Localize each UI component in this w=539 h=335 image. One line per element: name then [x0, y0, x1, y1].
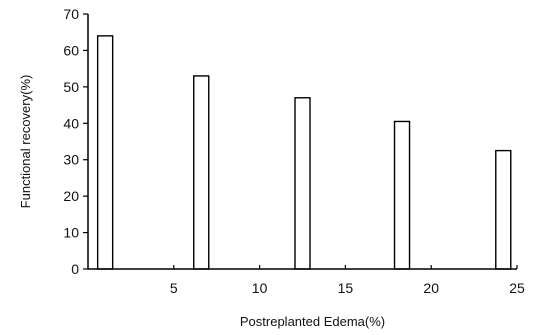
x-tick-label: 5 [170, 280, 178, 296]
x-tick-label: 10 [252, 280, 268, 296]
x-tick-label: 20 [423, 280, 439, 296]
plot-area [96, 35, 512, 270]
x-tick-label: 25 [509, 280, 525, 296]
y-tick-label: 40 [63, 115, 79, 131]
bar [393, 120, 411, 270]
bar [495, 149, 512, 270]
bar [294, 97, 311, 270]
y-tick-label: 60 [63, 42, 79, 58]
y-tick-label: 70 [63, 6, 79, 22]
y-tick-label: 30 [63, 152, 79, 168]
y-axis-title: Functional recovery(%) [18, 75, 33, 209]
y-tick-label: 10 [63, 225, 79, 241]
y-tick-label: 0 [71, 261, 79, 277]
y-tick-label: 50 [63, 79, 79, 95]
y-tick-label: 20 [63, 188, 79, 204]
bar [193, 75, 210, 270]
x-axis-ticks: 5 10 15 20 25 [170, 265, 525, 296]
x-tick-label: 15 [338, 280, 354, 296]
y-axis-ticks: 0 10 20 30 40 50 60 70 [63, 6, 88, 277]
x-axis-title: Postreplanted Edema(%) [240, 314, 385, 329]
bar [96, 35, 114, 270]
